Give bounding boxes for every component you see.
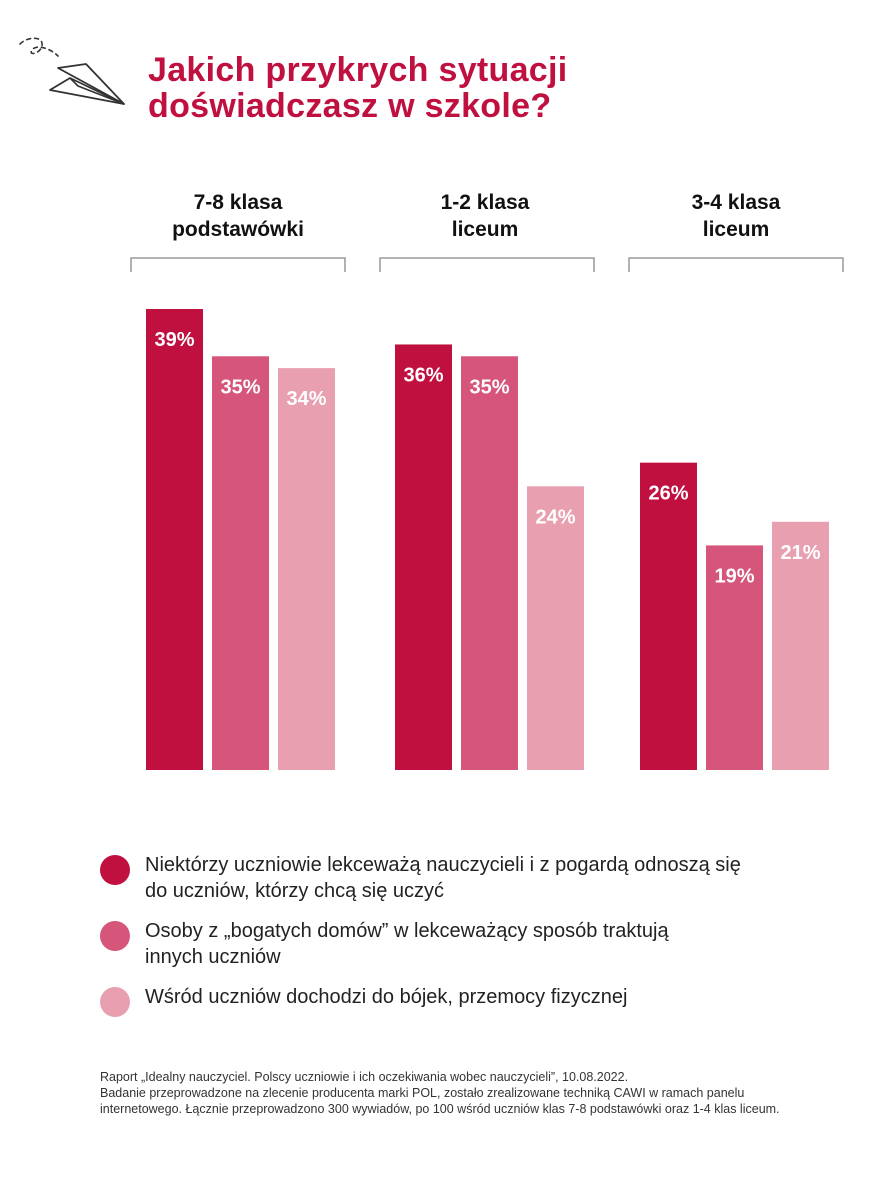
legend-label-line: Osoby z „bogatych domów” w lekceważący s… [145,920,669,942]
bar [212,356,269,770]
legend-swatch-series-1 [100,855,130,885]
group-label: podstawówki [172,218,304,241]
legend-label-line: Wśród uczniów dochodzi do bójek, przemoc… [145,986,628,1008]
title-line-1: Jakich przykrych sytuacji [148,51,568,89]
legend-label-line: do uczniów, którzy chcą się uczyć [145,880,445,902]
page-title: Jakich przykrych sytuacji doświadczasz w… [148,52,568,124]
footnote-line: internetowego. Łącznie przeprowadzono 30… [100,1102,780,1116]
bar-value-label: 39% [154,329,194,351]
legend-item: Niektórzy uczniowie lekceważą nauczyciel… [100,852,820,904]
footnote-line: Badanie przeprowadzone na zlecenie produ… [100,1086,745,1100]
group-bracket [379,257,595,272]
group-label: liceum [452,218,519,241]
bar [706,545,763,770]
group-label: 3-4 klasa [692,191,781,214]
bar-value-label: 35% [469,376,509,398]
bar [461,356,518,770]
legend-label-line: Niektórzy uczniowie lekceważą nauczyciel… [145,854,741,876]
bar [527,486,584,770]
legend-swatch-series-2 [100,921,130,951]
group-label: 1-2 klasa [441,191,530,214]
group-label: 7-8 klasa [194,191,283,214]
bar-value-label: 26% [648,483,688,505]
bar [772,521,829,770]
bar [278,368,335,770]
group-label: liceum [703,218,770,241]
legend-label: Wśród uczniów dochodzi do bójek, przemoc… [145,984,820,1010]
footnote-line: Raport „Idealny nauczyciel. Polscy uczni… [100,1070,629,1084]
bar [146,309,203,770]
bar-value-label: 35% [220,376,260,398]
legend-swatch-series-3 [100,987,130,1017]
bar-value-label: 36% [403,364,443,386]
legend-label: Niektórzy uczniowie lekceważą nauczyciel… [145,852,820,904]
group-bracket [628,257,844,272]
legend-item: Osoby z „bogatych domów” w lekceważący s… [100,918,820,970]
legend-label-line: innych uczniów [145,946,281,968]
bar-value-label: 34% [286,388,326,410]
title-line-2: doświadczasz w szkole? [148,87,552,125]
bar-value-label: 19% [714,565,754,587]
source-footnote: Raport „Idealny nauczyciel. Polscy uczni… [100,1069,860,1117]
legend-label: Osoby z „bogatych domów” w lekceważący s… [145,918,820,970]
bar-value-label: 21% [780,542,820,564]
legend: Niektórzy uczniowie lekceważą nauczyciel… [100,852,820,1024]
legend-item: Wśród uczniów dochodzi do bójek, przemoc… [100,984,820,1017]
paper-plane-icon [19,37,125,105]
bar [395,344,452,770]
group-bracket [130,257,346,272]
bar-chart: 7-8 klasa podstawówki 39% 35% 34% 1-2 klasa li… [130,191,844,770]
bar [640,462,697,770]
bar-value-label: 24% [535,506,575,528]
